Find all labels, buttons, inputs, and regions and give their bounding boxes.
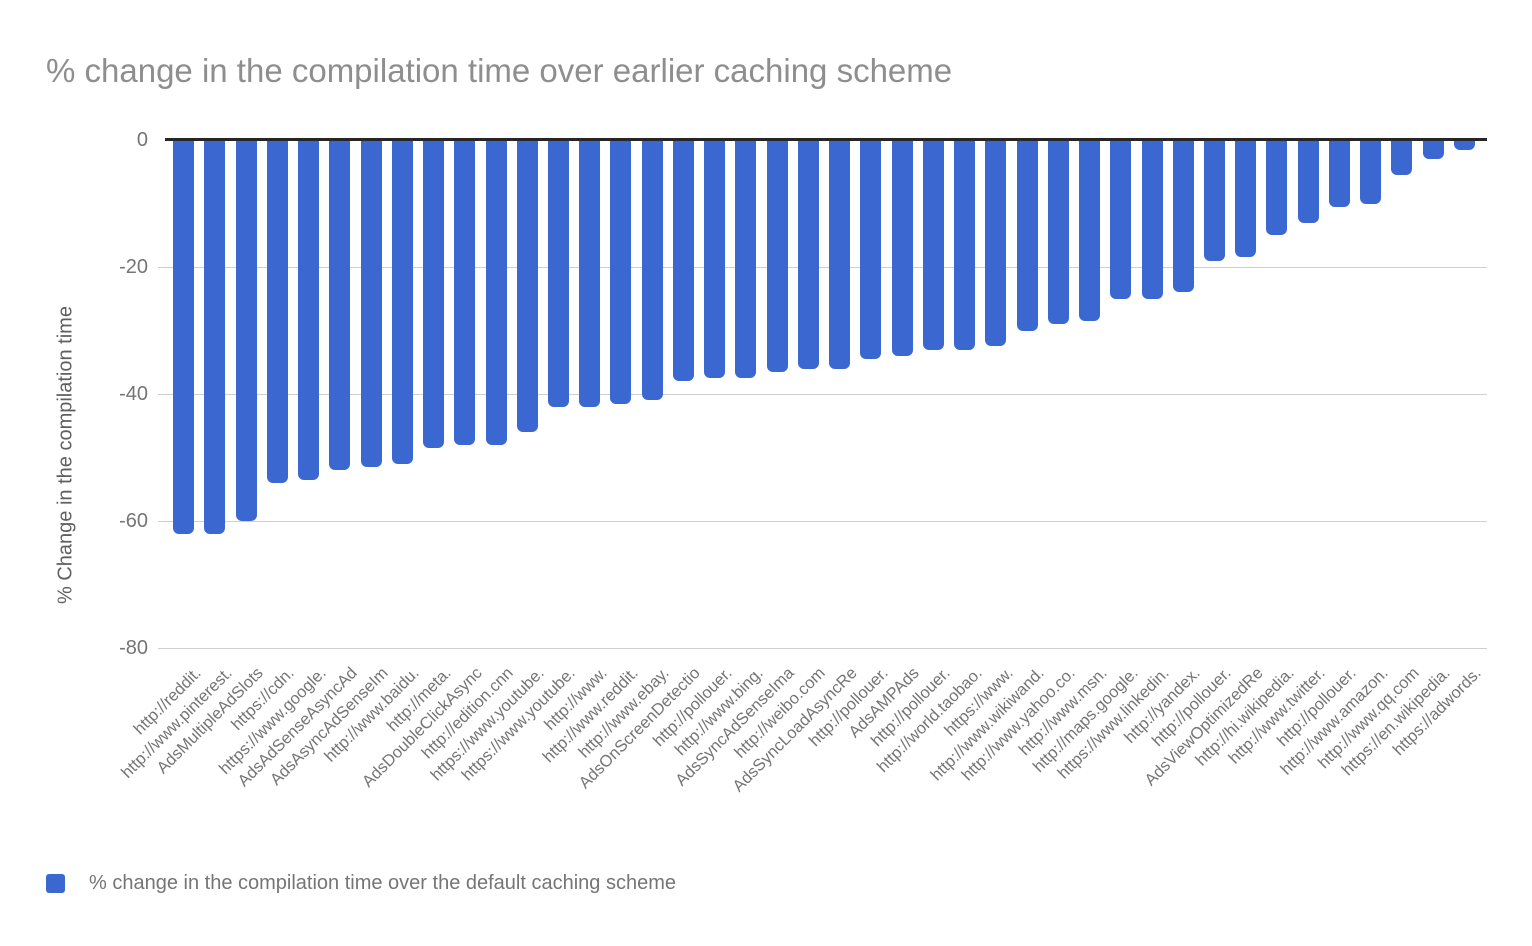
bar[interactable] [516, 140, 538, 433]
y-tick-label: -60 [119, 510, 148, 532]
x-axis-zero-line [165, 137, 1487, 141]
bar[interactable] [298, 140, 320, 480]
bar[interactable] [1453, 140, 1475, 150]
bar[interactable] [391, 140, 413, 464]
bar[interactable] [735, 140, 757, 379]
bar[interactable] [266, 140, 288, 483]
bar[interactable] [829, 140, 851, 369]
y-tick-label: 0 [136, 129, 148, 151]
bar[interactable] [329, 140, 351, 471]
bar[interactable] [766, 140, 788, 372]
gridline [158, 266, 1487, 268]
y-tick-label: -80 [119, 637, 148, 659]
bar[interactable] [1391, 140, 1413, 175]
legend: % change in the compilation time over th… [46, 872, 676, 895]
bar[interactable] [173, 140, 195, 534]
bar[interactable] [1079, 140, 1101, 321]
bar[interactable] [891, 140, 913, 356]
bar[interactable] [1203, 140, 1225, 261]
bar[interactable] [797, 140, 819, 369]
legend-label: % change in the compilation time over th… [89, 872, 677, 894]
bar[interactable] [360, 140, 382, 468]
bar[interactable] [1141, 140, 1163, 299]
bar[interactable] [1266, 140, 1288, 236]
bar[interactable] [704, 140, 726, 379]
bar[interactable] [1016, 140, 1038, 331]
gridline [158, 520, 1487, 522]
y-tick-label: -40 [119, 383, 148, 405]
bar[interactable] [1328, 140, 1350, 207]
y-axis-title: % Change in the compilation time [54, 306, 77, 604]
bar[interactable] [1422, 140, 1444, 160]
bar[interactable] [985, 140, 1007, 347]
bar[interactable] [1047, 140, 1069, 325]
bar[interactable] [1110, 140, 1132, 299]
bar[interactable] [672, 140, 694, 382]
bar[interactable] [235, 140, 257, 521]
bar[interactable] [922, 140, 944, 350]
bar[interactable] [485, 140, 507, 445]
bar[interactable] [1235, 140, 1257, 258]
bar[interactable] [610, 140, 632, 404]
bar[interactable] [1360, 140, 1382, 204]
legend-swatch-icon [46, 874, 65, 893]
gridline [158, 647, 1487, 649]
bar[interactable] [579, 140, 601, 407]
y-tick-label: -20 [119, 256, 148, 278]
bar[interactable] [204, 140, 226, 534]
bar[interactable] [641, 140, 663, 401]
bar[interactable] [454, 140, 476, 445]
bar[interactable] [1297, 140, 1319, 223]
bar[interactable] [954, 140, 976, 350]
chart-title: % change in the compilation time over ea… [46, 52, 953, 89]
bar[interactable] [547, 140, 569, 407]
bar[interactable] [1172, 140, 1194, 293]
bar[interactable] [423, 140, 445, 448]
bar[interactable] [860, 140, 882, 360]
gridline [158, 393, 1487, 395]
